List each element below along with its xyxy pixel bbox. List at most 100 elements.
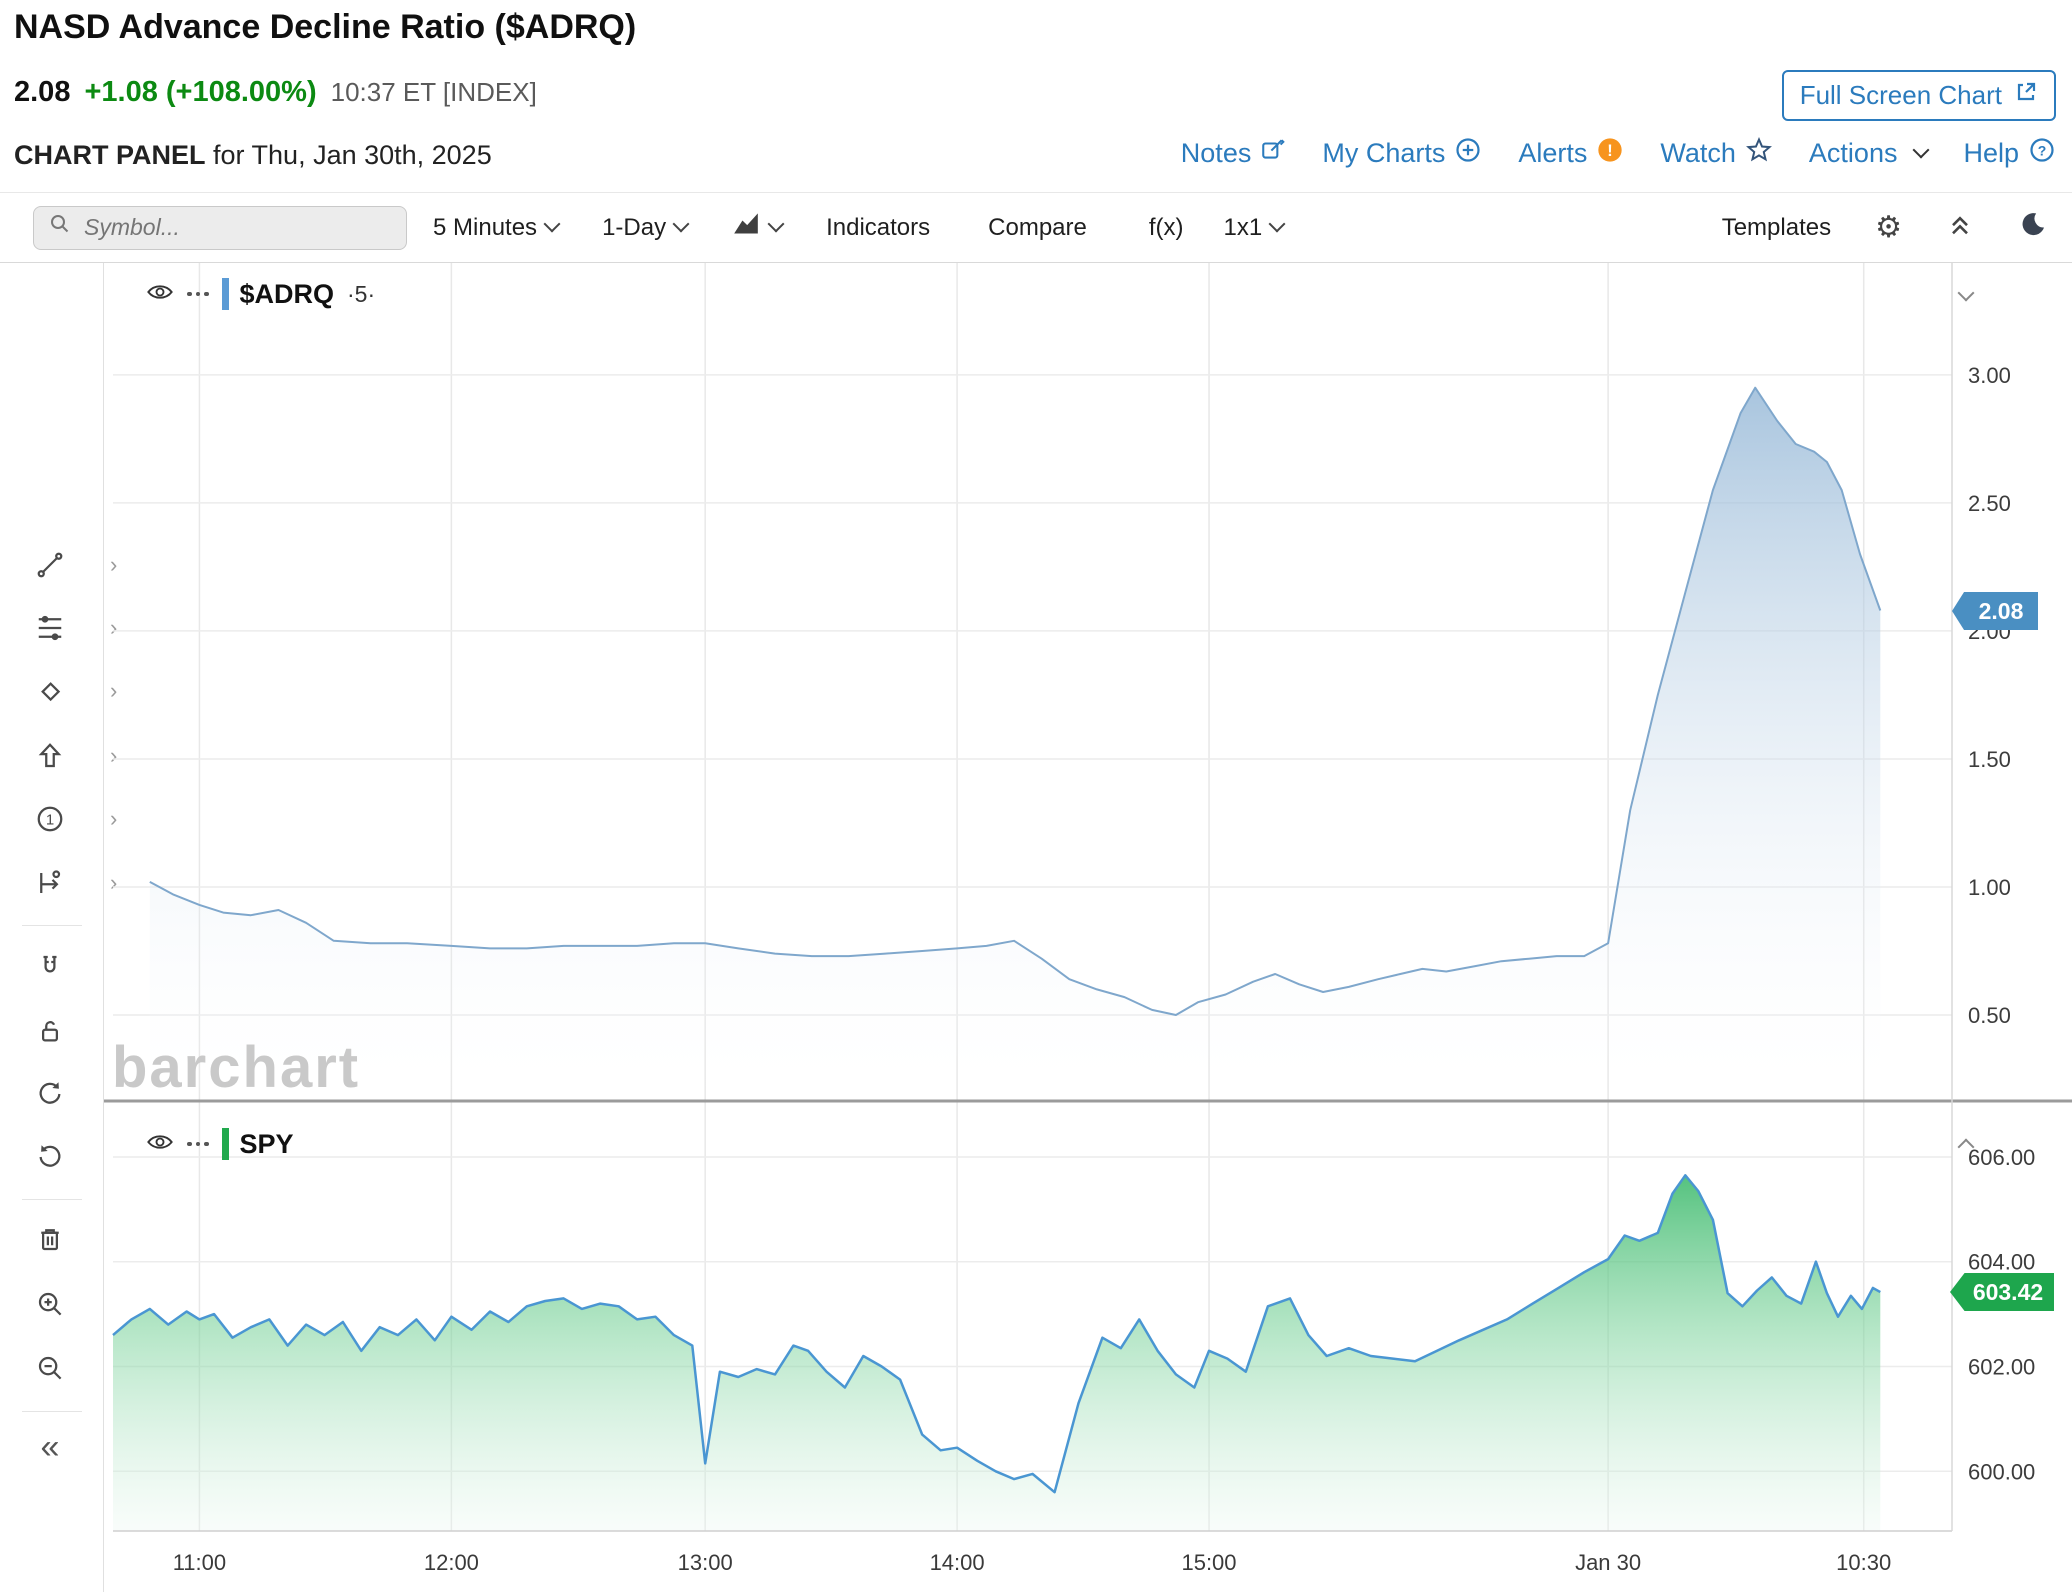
- full-screen-chart-label: Full Screen Chart: [1799, 80, 2002, 110]
- collapse-sidebar-icon[interactable]: «: [40, 1427, 60, 1466]
- eye-icon[interactable]: [146, 1132, 174, 1157]
- svg-text:3.00: 3.00: [1968, 363, 2011, 388]
- watch-link[interactable]: Watch: [1660, 136, 1773, 171]
- chart-panel-label: CHART PANEL: [14, 140, 206, 170]
- svg-text:14:00: 14:00: [930, 1550, 985, 1575]
- arrow-tool-icon[interactable]: ›: [26, 732, 117, 780]
- period-label: 5 Minutes: [433, 213, 538, 241]
- fx-label: f(x): [1148, 213, 1184, 241]
- trendline-tool-icon[interactable]: ›: [26, 541, 117, 589]
- svg-text:2.50: 2.50: [1968, 491, 2011, 516]
- chart-type-dropdown[interactable]: [731, 211, 785, 244]
- undo-icon[interactable]: [26, 1070, 74, 1118]
- actions-label: Actions: [1808, 138, 1898, 168]
- alerts-link[interactable]: Alerts !: [1518, 136, 1624, 171]
- zoom-out-icon[interactable]: [26, 1344, 74, 1392]
- external-arrow-icon: [2014, 80, 2038, 111]
- zoom-in-icon[interactable]: [26, 1280, 74, 1328]
- annotation-number-tool-icon[interactable]: 1 ›: [26, 795, 117, 843]
- tool-expand-chevron[interactable]: ›: [110, 806, 118, 831]
- symbol-search-box[interactable]: [33, 205, 407, 250]
- price-change: +1.08 (+108.00%): [84, 76, 317, 108]
- quote-time: 10:37 ET [INDEX]: [330, 77, 537, 107]
- collapse-toolbar-icon[interactable]: [1946, 210, 1974, 245]
- help-link[interactable]: Help ?: [1963, 136, 2056, 171]
- tool-separator: [22, 1411, 82, 1412]
- gear-icon[interactable]: ⚙: [1875, 210, 1902, 244]
- spy-last-price-badge: 603.42: [1950, 1273, 2054, 1311]
- notes-label: Notes: [1180, 138, 1252, 168]
- actions-link[interactable]: Actions: [1808, 138, 1930, 169]
- svg-text:?: ?: [2038, 142, 2047, 158]
- tool-expand-chevron[interactable]: ›: [110, 743, 118, 768]
- full-screen-chart-button[interactable]: Full Screen Chart: [1781, 70, 2056, 121]
- svg-text:1: 1: [46, 812, 54, 829]
- grid-layout-dropdown[interactable]: 1x1: [1223, 213, 1286, 242]
- search-icon: [48, 212, 72, 243]
- adrq-series-legend: $ADRQ ·5·: [146, 278, 375, 310]
- spy-symbol-label[interactable]: SPY: [239, 1128, 294, 1159]
- barchart-watermark: barchart: [112, 1035, 361, 1100]
- svg-text:12:00: 12:00: [424, 1550, 479, 1575]
- my-charts-label: My Charts: [1322, 138, 1446, 168]
- svg-text:604.00: 604.00: [1968, 1250, 2035, 1275]
- fibonacci-tool-icon[interactable]: ›: [26, 604, 117, 652]
- lock-tool-icon[interactable]: [26, 1007, 74, 1055]
- magnet-tool-icon[interactable]: [26, 943, 74, 991]
- circled-plus-icon: [1454, 136, 1482, 171]
- adrq-symbol-label[interactable]: $ADRQ: [239, 278, 335, 309]
- svg-text:!: !: [1608, 142, 1613, 160]
- svg-text:1.00: 1.00: [1968, 875, 2011, 900]
- series-color-bar: [221, 1128, 229, 1160]
- lower-scale-expand-icon[interactable]: [1957, 1138, 1975, 1158]
- grid-layout-label: 1x1: [1223, 213, 1263, 241]
- tool-expand-chevron[interactable]: ›: [110, 615, 118, 640]
- svg-text:Jan 30: Jan 30: [1575, 1550, 1641, 1575]
- notes-link[interactable]: Notes: [1181, 137, 1287, 170]
- svg-text:13:00: 13:00: [678, 1550, 733, 1575]
- tool-separator: [22, 925, 82, 926]
- upper-scale-collapse-icon[interactable]: [1957, 284, 1975, 304]
- star-icon: [1745, 136, 1773, 171]
- indicators-label: Indicators: [826, 213, 931, 241]
- compare-button[interactable]: Compare: [988, 214, 1087, 242]
- drawing-tools-sidebar: › › › › 1 › › «: [0, 263, 117, 1592]
- tool-expand-chevron[interactable]: ›: [110, 552, 118, 577]
- more-options-icon[interactable]: [185, 1141, 211, 1147]
- trash-icon[interactable]: [26, 1215, 74, 1263]
- fx-button[interactable]: f(x): [1149, 214, 1184, 242]
- help-label: Help: [1963, 138, 2019, 168]
- range-label: 1-Day: [602, 213, 667, 241]
- my-charts-link[interactable]: My Charts: [1322, 136, 1482, 171]
- watch-label: Watch: [1660, 138, 1736, 168]
- svg-text:0.50: 0.50: [1968, 1003, 2011, 1028]
- adrq-last-price-badge: 2.08: [1952, 592, 2038, 630]
- tool-separator: [22, 1199, 82, 1200]
- chart-panel-heading: CHART PANEL for Thu, Jan 30th, 2025: [14, 140, 492, 171]
- shapes-tool-icon[interactable]: ›: [26, 667, 117, 715]
- eye-icon[interactable]: [146, 282, 174, 307]
- alerts-label: Alerts: [1518, 138, 1588, 168]
- tool-expand-chevron[interactable]: ›: [110, 870, 118, 895]
- compare-label: Compare: [988, 213, 1087, 241]
- quote-row: 2.08 +1.08 (+108.00%) 10:37 ET [INDEX]: [14, 76, 537, 109]
- more-options-icon[interactable]: [185, 291, 211, 297]
- symbol-search-input[interactable]: [82, 213, 392, 242]
- dark-mode-moon-icon[interactable]: [2018, 209, 2048, 246]
- range-dropdown[interactable]: 1-Day: [602, 213, 690, 242]
- svg-text:602.00: 602.00: [1968, 1355, 2035, 1380]
- help-question-icon: ?: [2028, 136, 2056, 171]
- toolbar-right-group: Templates ⚙: [1722, 209, 2048, 246]
- header-links: Notes My Charts Alerts ! Watch: [1181, 136, 2056, 171]
- indicators-button[interactable]: Indicators: [826, 214, 930, 242]
- series-color-bar: [221, 278, 229, 310]
- forecast-tool-icon[interactable]: ›: [26, 859, 117, 907]
- adrq-interval-label: ·5·: [347, 280, 376, 307]
- redo-icon[interactable]: [26, 1133, 74, 1181]
- alert-exclamation-icon: !: [1596, 136, 1624, 171]
- templates-button[interactable]: Templates: [1722, 214, 1831, 242]
- period-dropdown[interactable]: 5 Minutes: [433, 213, 561, 242]
- tool-expand-chevron[interactable]: ›: [110, 678, 118, 703]
